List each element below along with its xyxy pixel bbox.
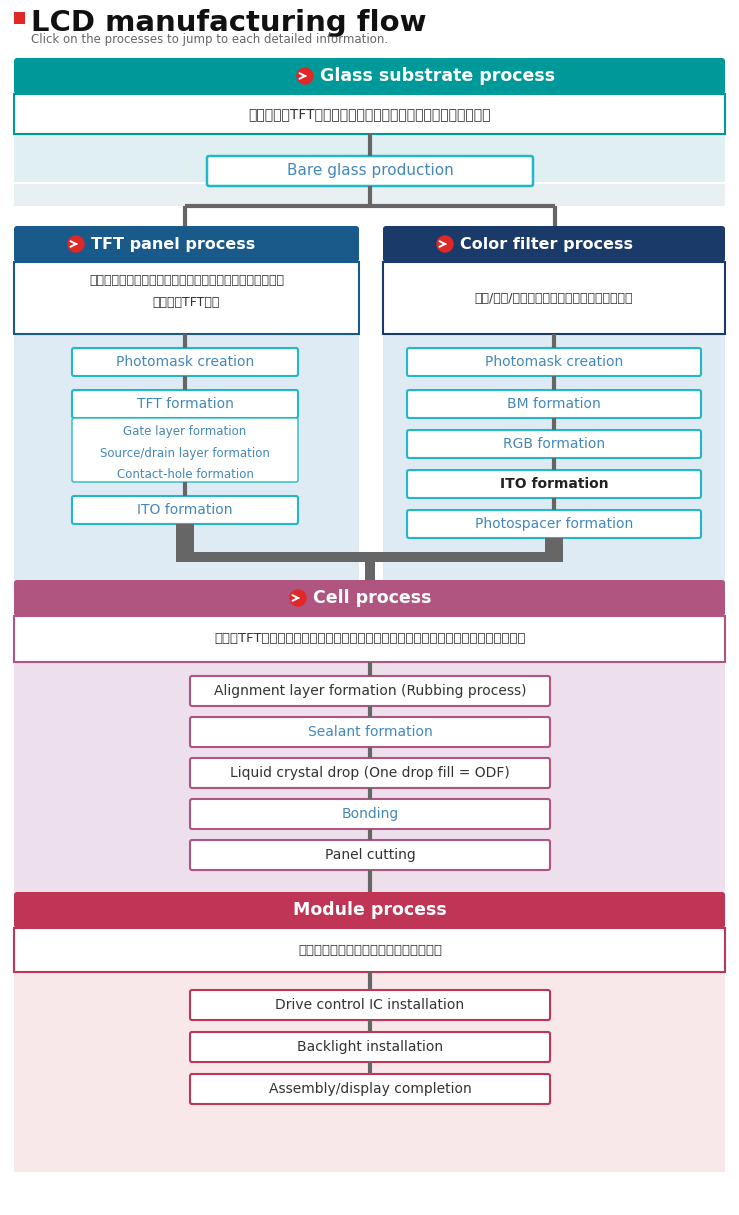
Text: Click on the processes to jump to each detailed information.: Click on the processes to jump to each d… — [31, 34, 388, 46]
FancyBboxPatch shape — [72, 390, 298, 418]
Text: Source/drain layer formation: Source/drain layer formation — [100, 446, 270, 459]
FancyBboxPatch shape — [190, 990, 550, 1021]
Text: Sealant formation: Sealant formation — [307, 725, 432, 739]
Text: Color filter process: Color filter process — [460, 237, 633, 252]
Text: BM formation: BM formation — [507, 397, 601, 411]
Bar — [185, 552, 563, 563]
Bar — [14, 972, 725, 1172]
Text: 创建将成为TFT面板和彩色滤光片基础的玻璃基板（裸玻璃）。: 创建将成为TFT面板和彩色滤光片基础的玻璃基板（裸玻璃）。 — [249, 107, 491, 122]
Text: TFT formation: TFT formation — [137, 397, 234, 411]
Bar — [14, 134, 725, 182]
FancyBboxPatch shape — [190, 1074, 550, 1104]
FancyBboxPatch shape — [407, 390, 701, 418]
Text: Assembly/display completion: Assembly/display completion — [268, 1083, 471, 1096]
Text: Contact-hole formation: Contact-hole formation — [117, 468, 253, 480]
Text: ITO formation: ITO formation — [137, 503, 233, 518]
FancyBboxPatch shape — [14, 892, 725, 928]
Text: ITO formation: ITO formation — [500, 477, 608, 491]
Bar — [14, 662, 725, 902]
Text: 晋体管（TFT）。: 晋体管（TFT）。 — [153, 296, 220, 310]
FancyBboxPatch shape — [407, 347, 701, 375]
Text: Photomask creation: Photomask creation — [116, 355, 254, 369]
Circle shape — [297, 68, 313, 84]
Text: Bonding: Bonding — [341, 807, 398, 821]
FancyBboxPatch shape — [190, 717, 550, 747]
Bar — [14, 94, 725, 134]
Bar — [14, 262, 359, 334]
FancyBboxPatch shape — [14, 58, 725, 94]
Bar — [383, 334, 725, 584]
FancyBboxPatch shape — [190, 676, 550, 706]
Bar — [14, 12, 25, 24]
Bar — [14, 616, 725, 662]
Bar — [545, 538, 563, 563]
Text: Backlight installation: Backlight installation — [297, 1040, 443, 1053]
FancyBboxPatch shape — [72, 347, 298, 375]
FancyBboxPatch shape — [14, 580, 725, 616]
Bar — [14, 928, 725, 972]
Text: Liquid crystal drop (One drop fill = ODF): Liquid crystal drop (One drop fill = ODF… — [230, 765, 510, 780]
Text: Panel cutting: Panel cutting — [324, 848, 415, 861]
Text: Photomask creation: Photomask creation — [485, 355, 623, 369]
Text: TFT panel process: TFT panel process — [91, 237, 255, 252]
Circle shape — [68, 236, 84, 252]
Bar — [14, 334, 359, 584]
Text: Alignment layer formation (Rubbing process): Alignment layer formation (Rubbing proce… — [214, 684, 526, 697]
FancyBboxPatch shape — [207, 156, 533, 186]
FancyBboxPatch shape — [72, 418, 298, 482]
FancyBboxPatch shape — [190, 1032, 550, 1062]
FancyBboxPatch shape — [190, 799, 550, 829]
FancyBboxPatch shape — [407, 470, 701, 498]
FancyBboxPatch shape — [72, 496, 298, 524]
Text: LCD manufacturing flow: LCD manufacturing flow — [31, 9, 426, 36]
Text: Glass substrate process: Glass substrate process — [320, 67, 555, 85]
FancyBboxPatch shape — [14, 226, 359, 262]
Text: Gate layer formation: Gate layer formation — [123, 425, 247, 439]
FancyBboxPatch shape — [383, 226, 725, 262]
Text: 通过将TFT面板和彩色滤光片粘合在一起来包裹液晶材料，然后切割成显示器的尺尧。: 通过将TFT面板和彩色滤光片粘合在一起来包裹液晶材料，然后切割成显示器的尺尧。 — [214, 633, 525, 645]
Text: Bare glass production: Bare glass production — [287, 164, 453, 179]
Text: Drive control IC installation: Drive control IC installation — [276, 998, 465, 1012]
FancyBboxPatch shape — [407, 510, 701, 538]
Circle shape — [290, 590, 306, 606]
Bar — [365, 563, 375, 580]
FancyBboxPatch shape — [190, 840, 550, 870]
Text: 在玻璃基板上堆叠几层电极，形成控制每个像素图像的薄膜: 在玻璃基板上堆叠几层电极，形成控制每个像素图像的薄膜 — [89, 275, 284, 288]
Text: RGB formation: RGB formation — [503, 437, 605, 451]
Text: 红色/绿色/蓝色应用于玻璃基板上的每个像素。: 红色/绿色/蓝色应用于玻璃基板上的每个像素。 — [474, 292, 633, 305]
Circle shape — [437, 236, 453, 252]
FancyBboxPatch shape — [190, 758, 550, 789]
Bar — [383, 262, 725, 334]
Text: 进行周围零件的安装和组装以完成显示。: 进行周围零件的安装和组装以完成显示。 — [298, 944, 442, 956]
Text: Cell process: Cell process — [313, 589, 432, 608]
Bar — [14, 183, 725, 207]
FancyBboxPatch shape — [407, 430, 701, 458]
Bar — [176, 524, 194, 563]
Text: Module process: Module process — [293, 902, 447, 919]
Text: Photospacer formation: Photospacer formation — [475, 518, 633, 531]
